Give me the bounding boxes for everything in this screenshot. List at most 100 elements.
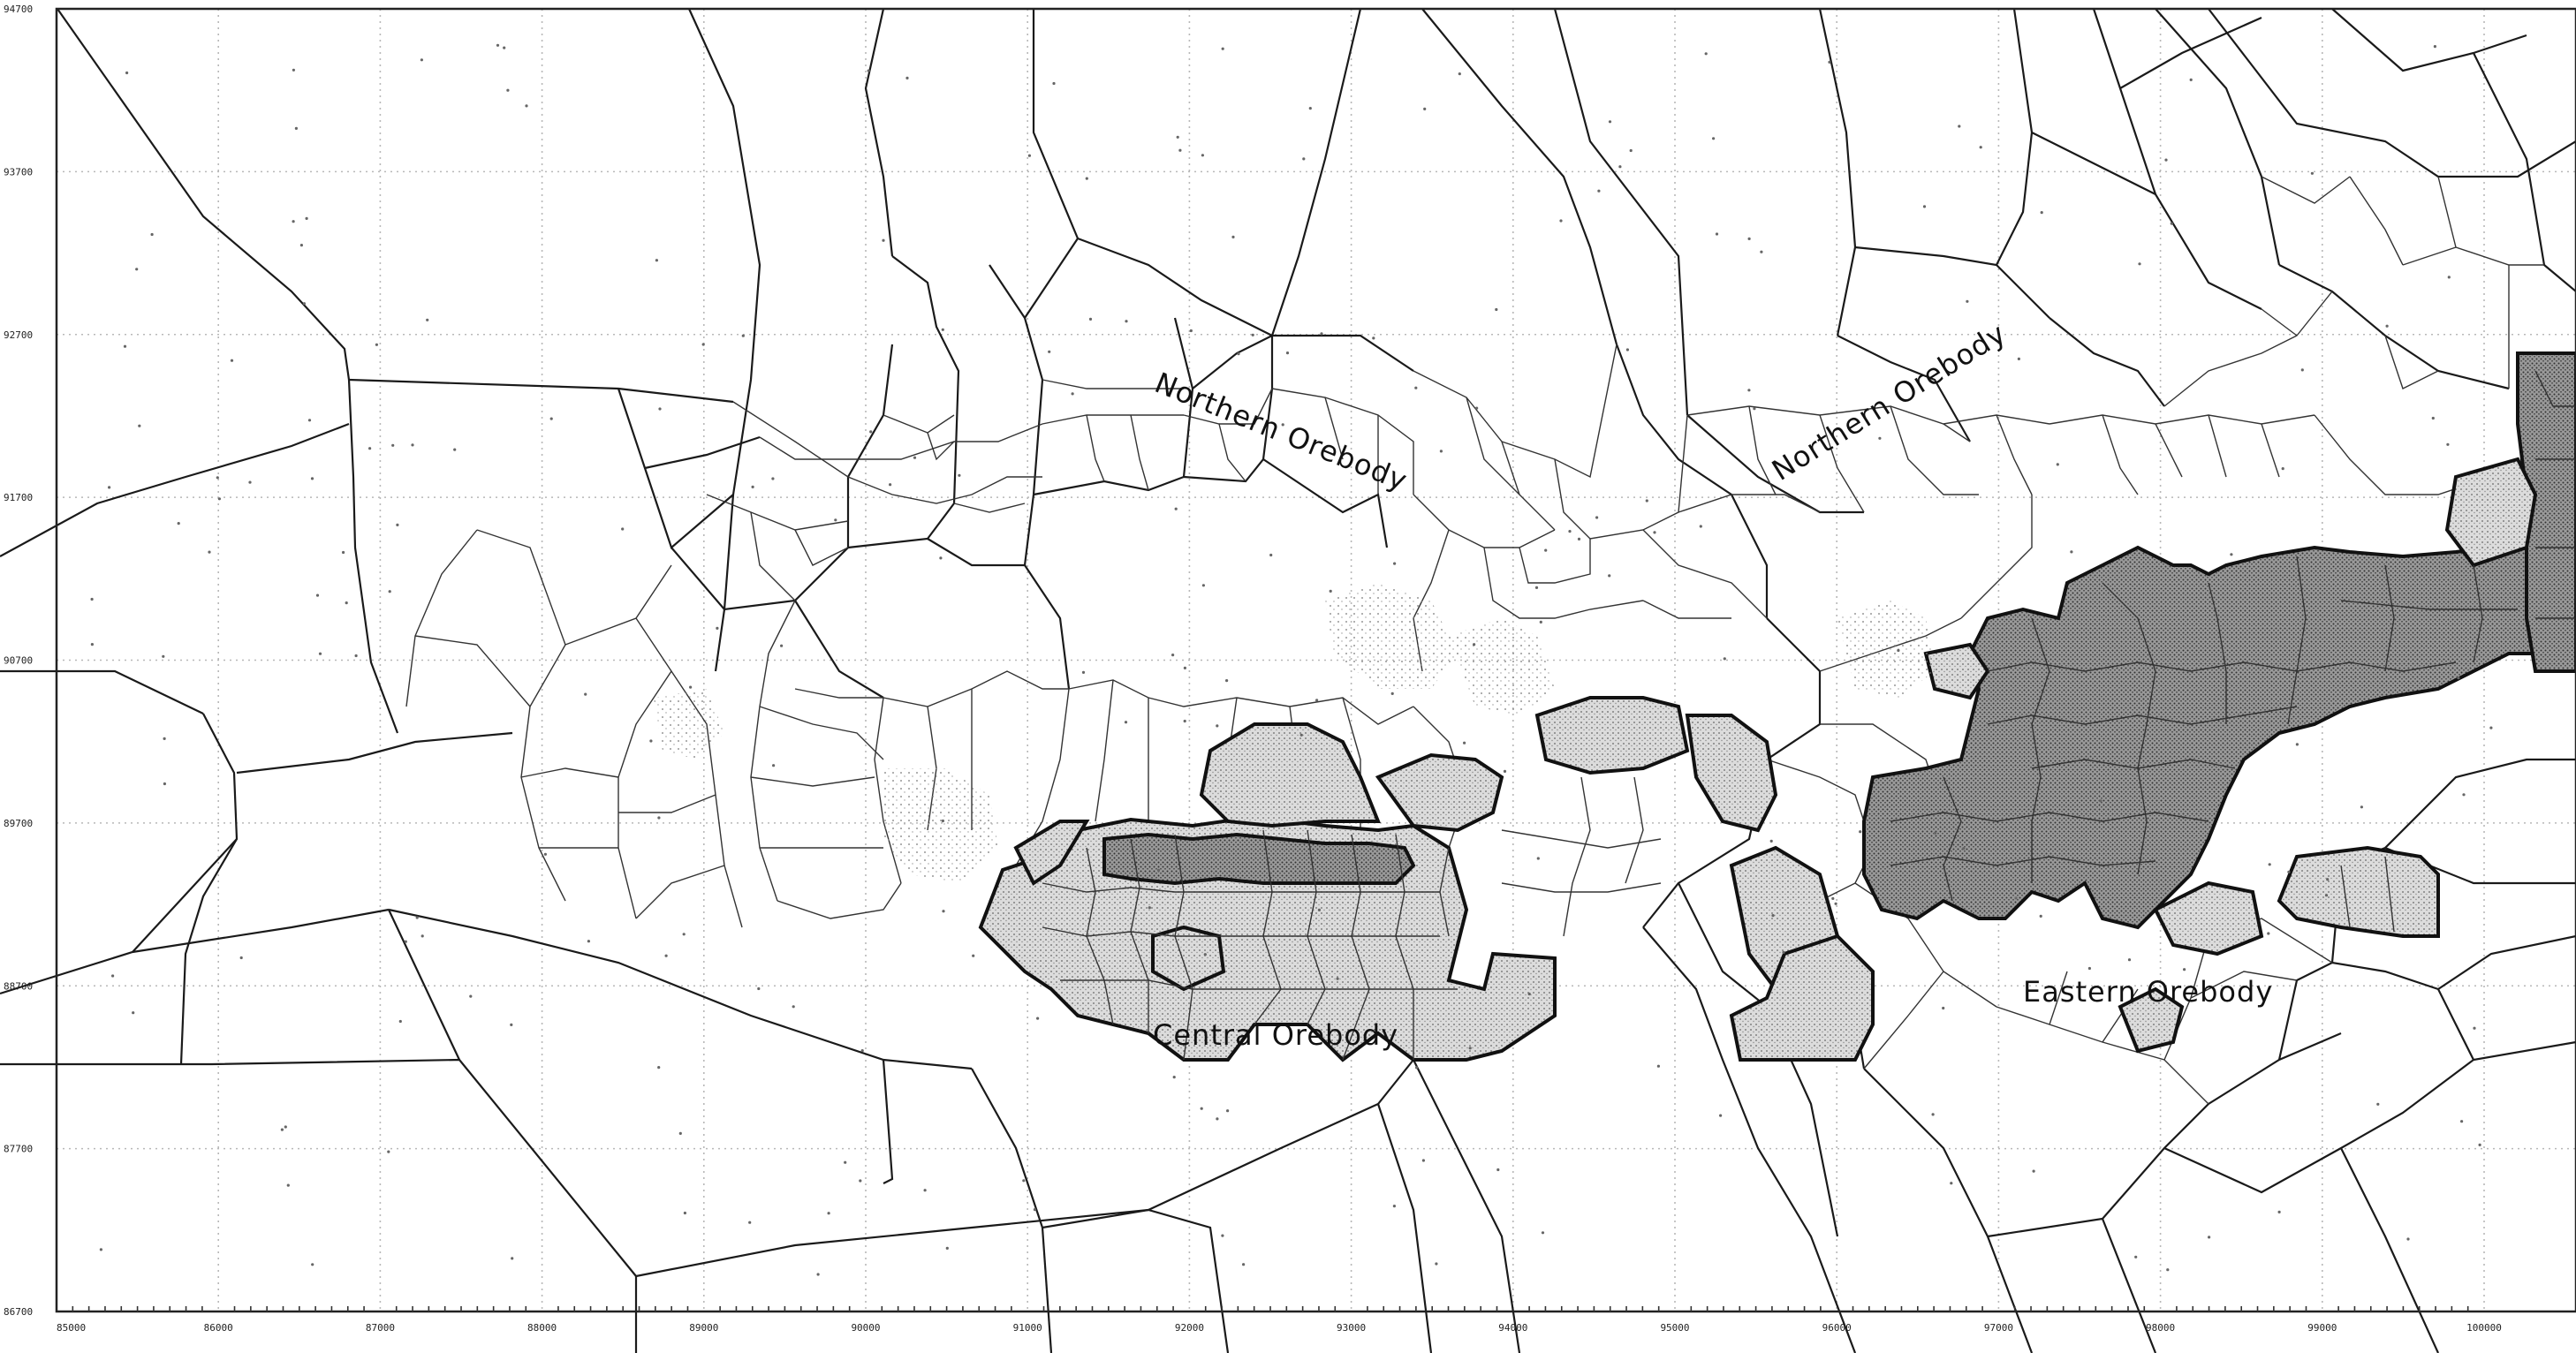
northern-orebody-label-east: Northern Orebody (1766, 316, 2012, 488)
sample-point-marker (1156, 868, 1161, 873)
sample-point-marker (1390, 692, 1394, 696)
sample-point-marker (1699, 525, 1702, 528)
x-axis-tick-label: 96000 (1822, 1322, 1852, 1334)
sample-point-marker (2056, 463, 2059, 466)
sample-point-marker (1036, 1017, 1040, 1020)
sample-point-marker (913, 456, 917, 459)
sample-point-marker (2230, 553, 2233, 556)
sample-point-marker (741, 334, 745, 337)
sample-point-marker (2267, 932, 2270, 935)
sample-point-marker (1458, 72, 1461, 76)
sample-point-marker (2039, 914, 2042, 918)
sample-point-marker (1183, 719, 1186, 723)
sample-point-marker (2287, 870, 2291, 874)
sample-point-marker (299, 244, 303, 247)
sample-point-marker (923, 1189, 927, 1192)
sample-point-marker (510, 1023, 513, 1026)
sample-point-marker (302, 302, 306, 306)
sample-point-marker (844, 1160, 847, 1164)
sample-point-marker (649, 739, 653, 743)
sample-point-marker (834, 518, 837, 522)
sample-point-marker (248, 480, 252, 484)
axes: 94700 93700 92700 91700 90700 89700 88700 87700… (4, 4, 2502, 1334)
x-axis-tick-label: 86000 (204, 1322, 233, 1334)
sample-point-marker (108, 486, 111, 489)
sample-point-marker (2032, 1169, 2035, 1173)
sample-point-marker (388, 590, 391, 593)
y-axis-tick-label: 86700 (4, 1306, 33, 1318)
sample-point-marker (125, 71, 129, 75)
sample-point-marker (123, 344, 127, 348)
sample-point-marker (1171, 654, 1175, 657)
sample-point-marker (1527, 992, 1531, 996)
sample-point-marker (387, 1150, 390, 1153)
y-axis-tick-label: 93700 (4, 166, 33, 178)
x-axis-tick-label: 88000 (527, 1322, 557, 1334)
x-axis-tick-label: 87000 (366, 1322, 395, 1334)
central-orebody-label: Central Orebody (1153, 1018, 1398, 1052)
sample-point-marker (420, 934, 424, 938)
sample-point-marker (2017, 357, 2020, 360)
sample-point-marker (1221, 1234, 1224, 1237)
sample-point-marker (342, 550, 345, 555)
sample-point-marker (1320, 332, 1323, 336)
sample-point-marker (135, 268, 139, 271)
sample-point-marker (2014, 896, 2018, 900)
sample-point-marker (1878, 436, 1882, 440)
sample-point-marker (1473, 643, 1476, 646)
sample-point-marker (2134, 1255, 2138, 1259)
y-axis-tick-label: 87700 (4, 1144, 33, 1155)
sample-point-marker (1085, 177, 1088, 180)
sample-point-marker (939, 556, 943, 560)
sample-point-marker (1897, 648, 1900, 653)
sample-point-marker (1496, 1168, 1500, 1172)
y-axis-tick-label: 88700 (4, 980, 33, 992)
x-axis-tick-label: 100000 (2466, 1322, 2502, 1334)
sample-point-marker (506, 88, 510, 92)
sample-point-marker (177, 522, 180, 525)
x-axis-tick-label: 95000 (1660, 1322, 1689, 1334)
sample-point-marker (453, 448, 457, 451)
sample-point-marker (315, 593, 320, 597)
sample-point-marker (2462, 793, 2466, 797)
sample-point-marker (1201, 584, 1205, 587)
sample-point-marker (2473, 1026, 2476, 1030)
sample-point-marker (772, 764, 776, 767)
sample-point-marker (396, 523, 399, 527)
sample-point-marker (549, 417, 553, 420)
sample-point-marker (1541, 1231, 1545, 1235)
sample-point-marker (411, 443, 414, 447)
sample-point-marker (1656, 1064, 1660, 1068)
sample-point-marker (1052, 81, 1056, 86)
sample-point-marker (1285, 351, 1290, 355)
sample-point-marker (230, 359, 234, 362)
y-axis-tick-label: 90700 (4, 655, 33, 667)
sample-point-marker (1216, 724, 1219, 728)
y-axis-tick-label: 89700 (4, 818, 33, 829)
sample-point-marker (345, 601, 348, 605)
sample-point-marker (1715, 232, 1719, 236)
sample-point-marker (307, 419, 312, 422)
sample-point-marker (771, 477, 775, 480)
sample-point-marker (1148, 906, 1151, 910)
sample-point-marker (2208, 1236, 2211, 1239)
sample-point-marker (1302, 157, 1306, 161)
sample-point-marker (1027, 154, 1031, 157)
y-axis-tick-label: 92700 (4, 329, 33, 341)
sample-point-marker (1653, 531, 1656, 534)
sample-point-marker (1760, 250, 1763, 253)
eastern-orebody-label: Eastern Orebody (2023, 975, 2273, 1009)
sample-point-marker (239, 956, 243, 960)
x-axis-tick-label: 91000 (1013, 1322, 1042, 1334)
sample-point-marker (655, 259, 659, 262)
sample-point-marker (2170, 222, 2173, 225)
sample-point-marker (286, 1183, 290, 1187)
x-axis-tick-label: 97000 (1984, 1322, 2013, 1334)
sample-point-marker (368, 447, 372, 450)
sample-point-marker (1329, 589, 1332, 593)
sample-point-marker (1415, 1066, 1419, 1070)
x-axis-labels: 85000 86000 87000 88000 89000 90000 91000 92000… (57, 1306, 2502, 1334)
sample-point-marker (2127, 958, 2132, 962)
sample-point-marker (1203, 953, 1207, 956)
